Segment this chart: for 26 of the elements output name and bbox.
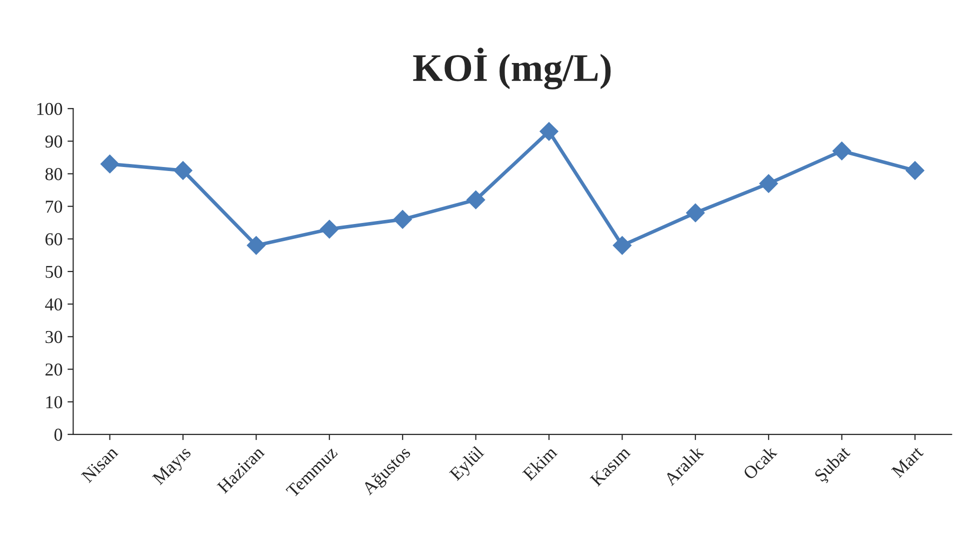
y-tick-label: 80 [45,168,62,180]
y-tick-label: 40 [45,298,62,311]
y-tick-label: 100 [37,102,62,116]
point [320,220,339,239]
y-tick-label: 50 [46,266,62,278]
x-tick-label: Mart [891,445,924,478]
y-tick-label: 60 [46,233,62,246]
point [246,236,266,255]
point [393,210,412,229]
y-tick-label: 20 [46,363,62,376]
chart-title: KOİ (mg/L) [413,48,611,90]
point [832,142,852,160]
y-tick-label: 90 [45,135,62,148]
point [759,174,778,193]
point [686,203,705,222]
y-tick-label: 10 [46,396,62,408]
point [466,190,486,210]
y-tick-label: 30 [46,330,62,344]
y-tick-label: 0 [54,428,62,441]
point [540,122,558,141]
point [100,154,120,174]
point [906,161,924,180]
x-tick-label: Ocak [742,444,778,480]
y-tick-label: 70 [46,200,62,213]
point [174,161,192,180]
point [612,236,632,255]
